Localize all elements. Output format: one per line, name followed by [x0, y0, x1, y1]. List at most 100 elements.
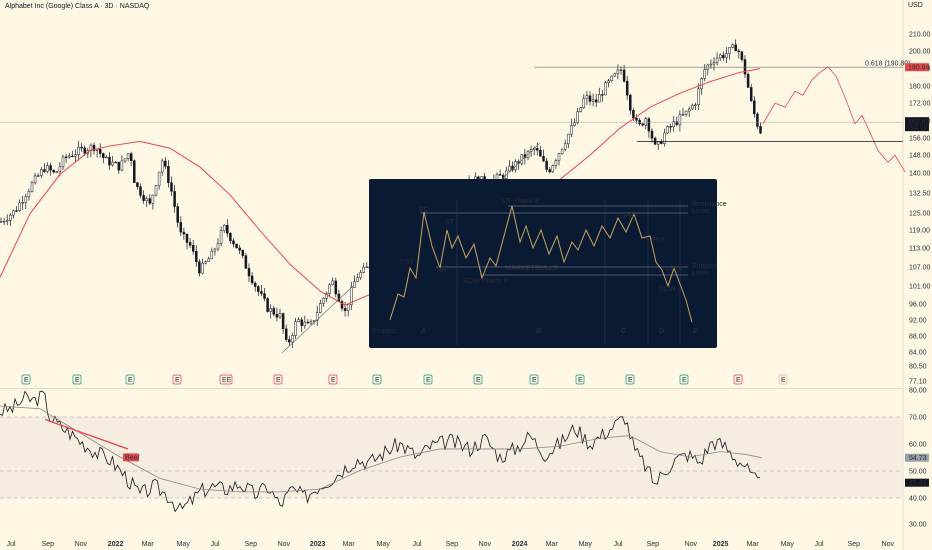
candle-up — [74, 154, 77, 157]
candle-up — [213, 248, 217, 252]
inset-annotation: SOW — [659, 286, 676, 293]
earnings-marker[interactable] — [21, 374, 31, 385]
price-tick-label: 101.00 — [909, 284, 931, 291]
candle-up — [619, 69, 623, 72]
candle-up — [703, 69, 706, 79]
candle-up — [154, 185, 158, 196]
candle-up — [58, 166, 62, 172]
time-axis-label: 2024 — [512, 541, 528, 548]
rsi-ma-badge — [905, 453, 929, 462]
candle-down — [669, 126, 672, 128]
candle-up — [715, 57, 719, 63]
inset-annotation: LPSY — [647, 237, 665, 244]
candle-down — [191, 245, 195, 252]
inset-annotation: PSY — [400, 259, 414, 266]
currency-label[interactable]: USD — [908, 2, 923, 9]
candle-up — [294, 321, 297, 336]
candle-up — [319, 303, 322, 313]
candle-down — [340, 301, 344, 309]
candle-up — [210, 250, 214, 260]
current-price-badge — [905, 117, 929, 132]
candle-down — [588, 95, 592, 102]
earnings-marker[interactable] — [328, 374, 338, 385]
candle-down — [136, 182, 139, 187]
earnings-marker-label: E — [781, 377, 786, 384]
candle-down — [139, 186, 142, 196]
earnings-marker[interactable] — [733, 374, 743, 385]
candle-down — [660, 141, 663, 144]
candle-up — [731, 44, 734, 48]
candle-up — [61, 156, 65, 168]
current-price-badge-label: 162.80 — [908, 119, 930, 126]
earnings-marker[interactable] — [529, 374, 539, 385]
candle-down — [238, 247, 241, 251]
candle-down — [650, 130, 654, 139]
candle-down — [284, 328, 288, 340]
inset-annotation: AR — [437, 267, 447, 274]
inset-annotation: LPSY — [620, 213, 638, 220]
candle-up — [269, 308, 272, 312]
price-tick-label: 172.00 — [909, 101, 931, 108]
rsi-tick-label: 40.00 — [909, 496, 927, 503]
candle-down — [749, 87, 753, 101]
pane-divider — [0, 388, 903, 389]
candle-down — [148, 198, 152, 204]
candle-down — [92, 144, 96, 151]
candle-down — [734, 44, 737, 52]
earnings-marker[interactable] — [575, 374, 585, 385]
candle-up — [520, 154, 524, 164]
candle-down — [164, 160, 167, 167]
candle-down — [49, 165, 52, 171]
rsi-line — [0, 390, 761, 513]
candle-down — [235, 243, 238, 249]
candle-up — [508, 165, 511, 172]
candle-down — [247, 268, 251, 277]
symbol-title[interactable]: Alphabet Inc (Google) Class A · 3D · NAS… — [5, 3, 150, 10]
time-axis-label: Sep — [848, 541, 861, 548]
earnings-marker[interactable] — [72, 374, 82, 385]
candle-up — [278, 313, 282, 318]
rsi-tick-label: 60.00 — [909, 442, 927, 449]
time-axis-label: Sep — [42, 541, 55, 548]
candle-up — [362, 266, 365, 273]
candle-up — [12, 210, 15, 216]
time-axis-label: Nov — [75, 541, 88, 548]
candle-up — [582, 98, 586, 108]
rsi-band — [0, 417, 903, 498]
earnings-marker[interactable] — [423, 374, 433, 385]
earnings-marker-future[interactable] — [778, 374, 788, 385]
time-axis-label: May — [781, 541, 795, 548]
earnings-marker[interactable] — [219, 374, 233, 385]
candle-up — [40, 169, 43, 176]
candle-up — [309, 321, 313, 324]
earnings-marker[interactable] — [372, 374, 382, 385]
candle-down — [740, 51, 744, 60]
inset-phase-letter: E — [693, 328, 698, 335]
inset-line-label: Lines — [692, 270, 709, 277]
candle-up — [331, 280, 334, 286]
earnings-marker[interactable] — [172, 374, 182, 385]
time-axis-label: 2025 — [713, 541, 729, 548]
candle-up — [160, 160, 164, 173]
earnings-marker-label: E — [682, 377, 687, 384]
candle-up — [303, 321, 307, 326]
candle-up — [9, 214, 12, 221]
candle-down — [229, 233, 232, 242]
earnings-marker[interactable] — [125, 374, 135, 385]
candle-up — [604, 82, 607, 96]
earnings-marker[interactable] — [679, 374, 689, 385]
inset-annotation: LPSY — [666, 266, 684, 273]
earnings-marker[interactable] — [473, 374, 483, 385]
inset-background — [369, 179, 717, 348]
earnings-marker[interactable] — [273, 374, 283, 385]
candle-down — [167, 166, 170, 183]
candle-up — [691, 105, 694, 110]
candle-up — [353, 281, 356, 288]
candle-down — [625, 81, 629, 96]
candle-up — [579, 107, 582, 112]
candle-up — [18, 202, 21, 211]
earnings-marker[interactable] — [625, 374, 635, 385]
candle-down — [536, 148, 539, 151]
